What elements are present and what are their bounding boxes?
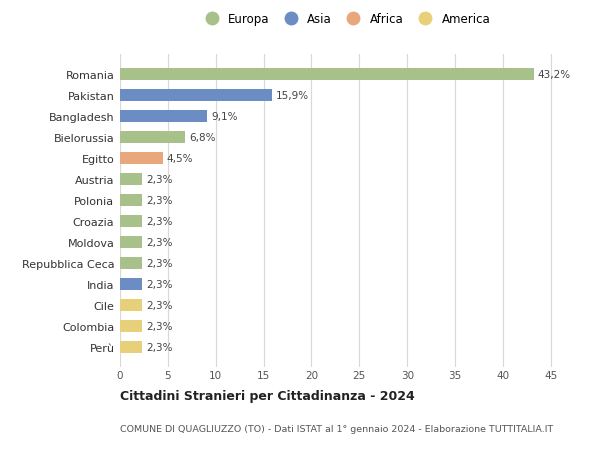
- Text: 2,3%: 2,3%: [146, 321, 172, 331]
- Text: 2,3%: 2,3%: [146, 238, 172, 247]
- Text: Cittadini Stranieri per Cittadinanza - 2024: Cittadini Stranieri per Cittadinanza - 2…: [120, 389, 415, 403]
- Bar: [120, 216, 142, 227]
- Bar: [120, 320, 142, 332]
- Bar: [120, 90, 272, 102]
- Text: 2,3%: 2,3%: [146, 175, 172, 185]
- Bar: [120, 237, 142, 248]
- Text: 2,3%: 2,3%: [146, 196, 172, 206]
- Legend: Europa, Asia, Africa, America: Europa, Asia, Africa, America: [197, 11, 493, 29]
- Text: 2,3%: 2,3%: [146, 300, 172, 310]
- Bar: [120, 300, 142, 311]
- Text: COMUNE DI QUAGLIUZZO (TO) - Dati ISTAT al 1° gennaio 2024 - Elaborazione TUTTITA: COMUNE DI QUAGLIUZZO (TO) - Dati ISTAT a…: [120, 425, 553, 433]
- Bar: [120, 69, 533, 81]
- Text: 9,1%: 9,1%: [211, 112, 238, 122]
- Text: 2,3%: 2,3%: [146, 342, 172, 352]
- Bar: [120, 341, 142, 353]
- Text: 2,3%: 2,3%: [146, 280, 172, 290]
- Bar: [120, 132, 185, 144]
- Bar: [120, 111, 207, 123]
- Text: 2,3%: 2,3%: [146, 258, 172, 269]
- Text: 2,3%: 2,3%: [146, 217, 172, 227]
- Bar: [120, 195, 142, 207]
- Text: 4,5%: 4,5%: [167, 154, 193, 164]
- Bar: [120, 258, 142, 269]
- Bar: [120, 153, 163, 164]
- Bar: [120, 279, 142, 290]
- Text: 6,8%: 6,8%: [189, 133, 215, 143]
- Bar: [120, 174, 142, 185]
- Text: 15,9%: 15,9%: [276, 91, 309, 101]
- Text: 43,2%: 43,2%: [538, 70, 571, 80]
